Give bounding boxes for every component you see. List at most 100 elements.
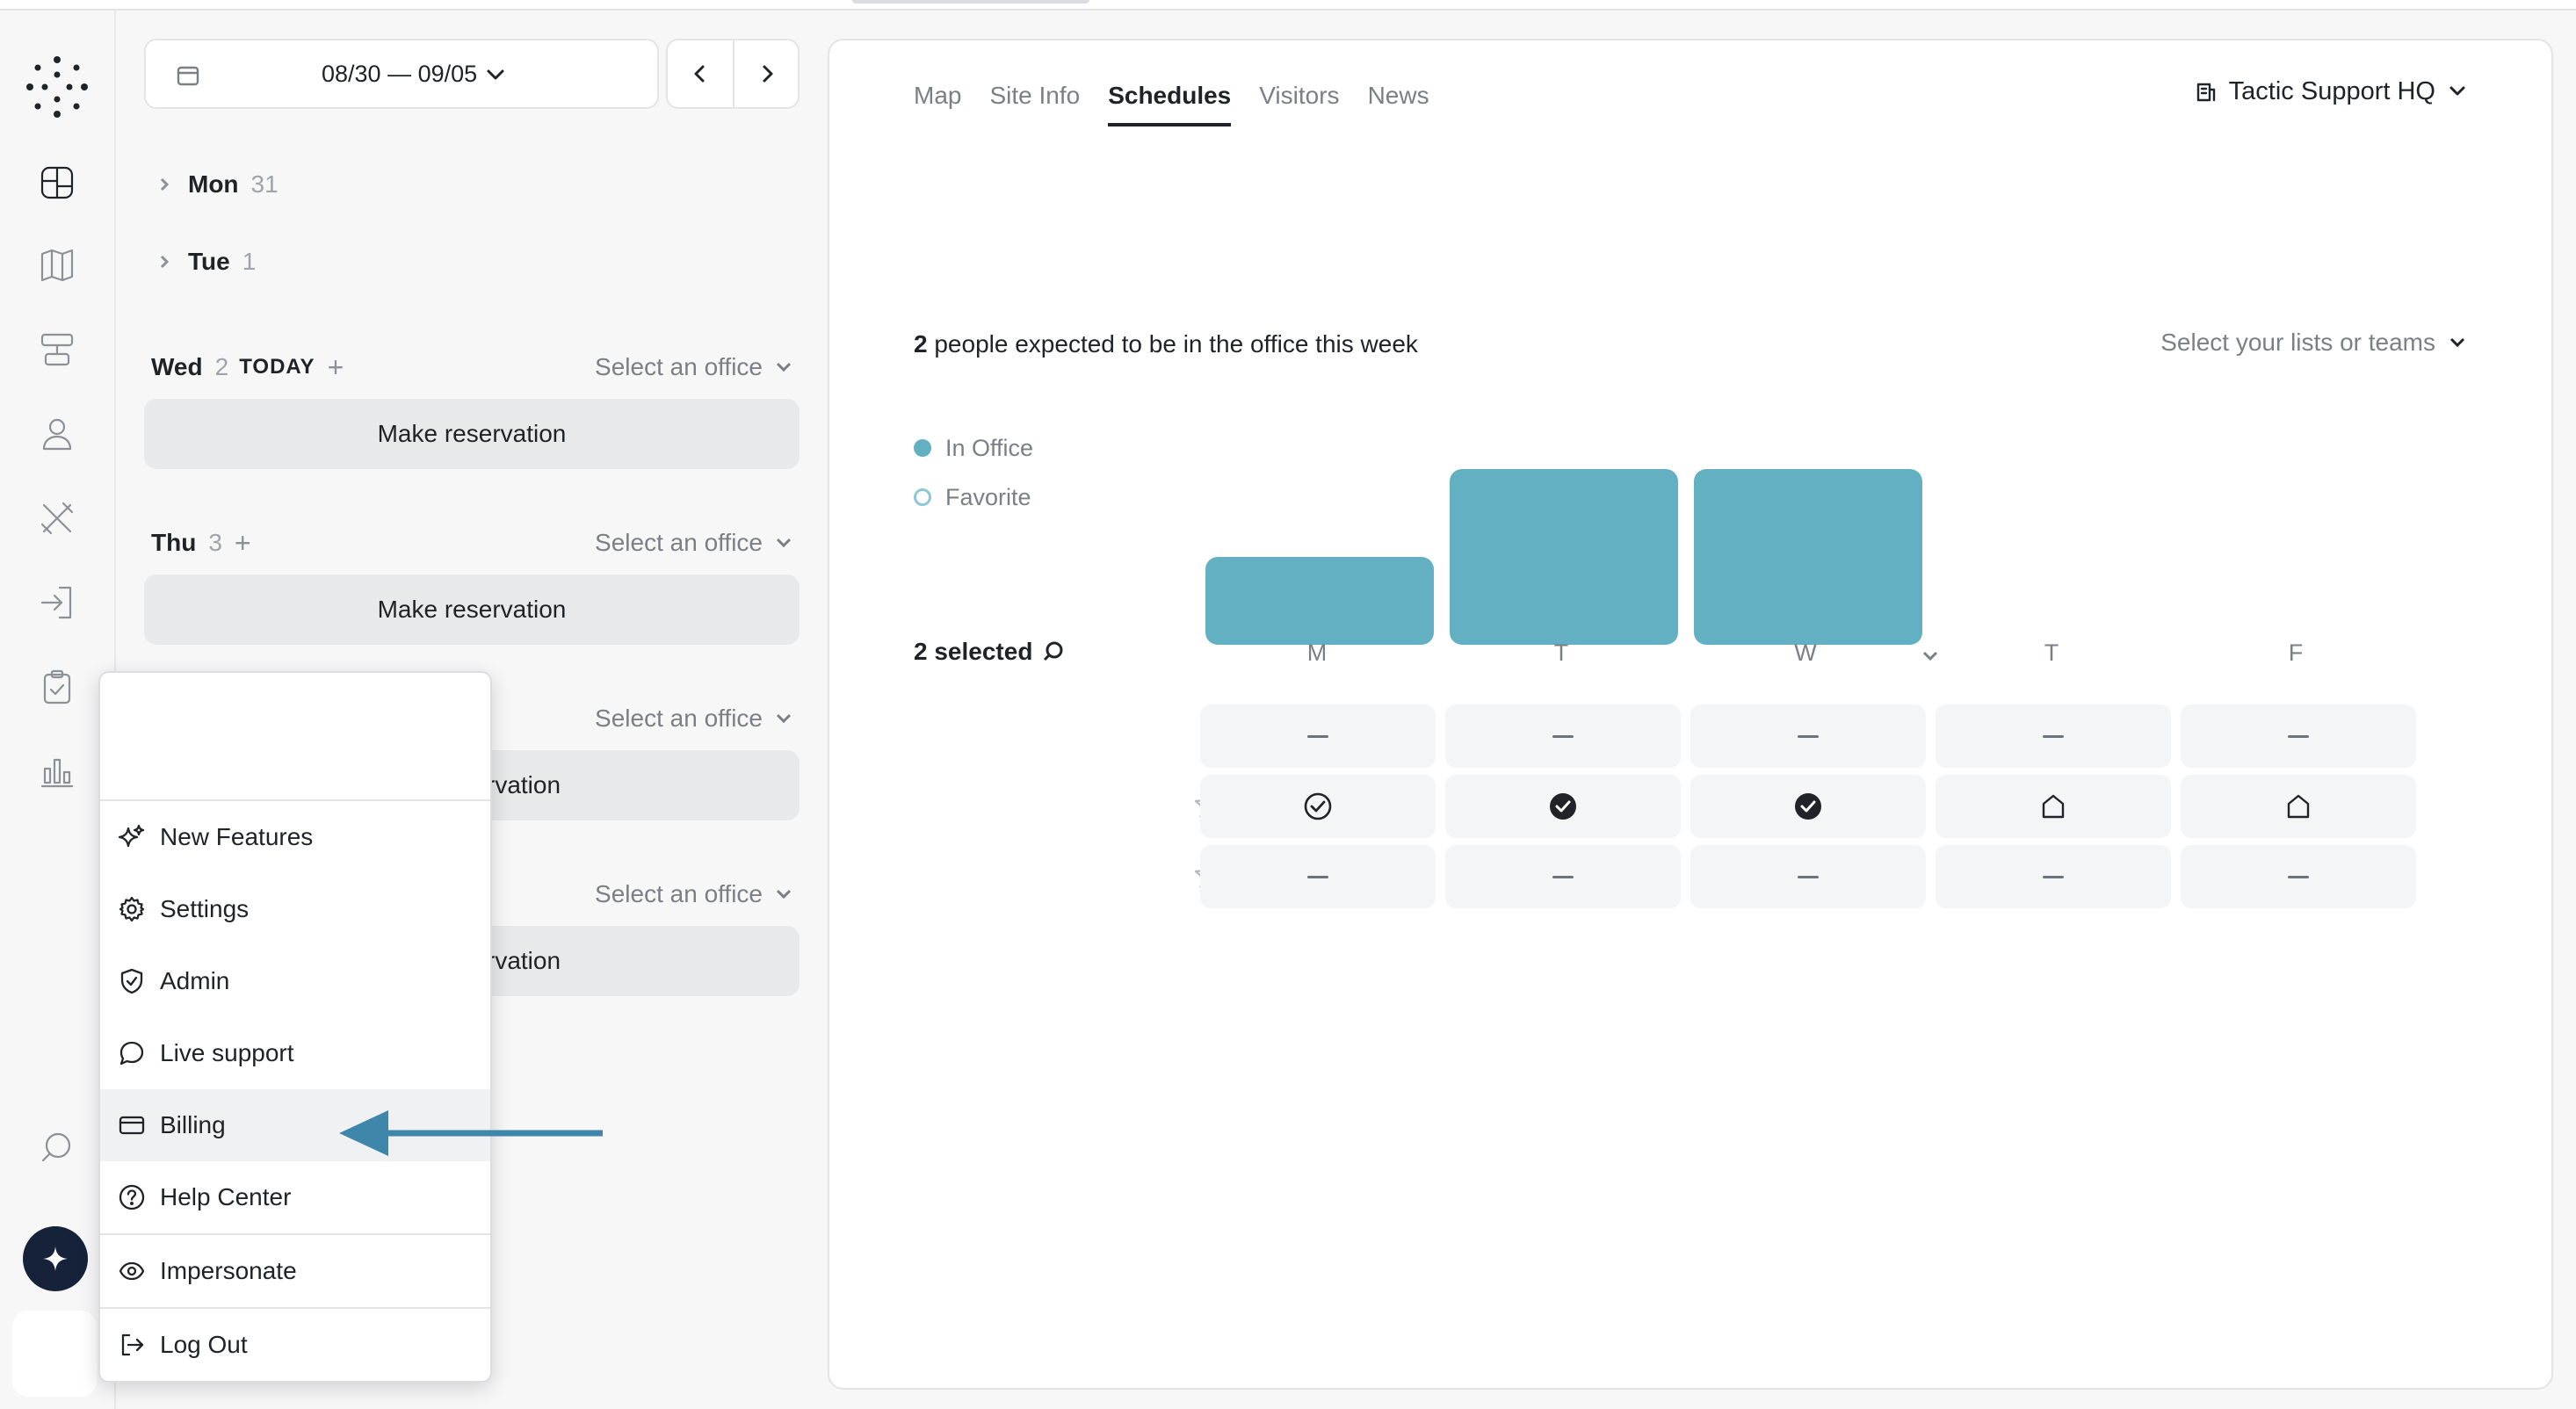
schedule-cell[interactable]: [1200, 845, 1436, 908]
user-avatar[interactable]: [12, 1311, 97, 1397]
rail-analytics[interactable]: [23, 743, 91, 799]
rail-floorplan[interactable]: [23, 155, 91, 211]
schedule-cell[interactable]: [2181, 704, 2416, 768]
chevron-down-icon: [776, 713, 792, 724]
chevron-down-icon: [776, 362, 792, 372]
office-select-label: Select an office: [595, 704, 763, 732]
teams-select[interactable]: Select your lists or teams: [2160, 329, 2467, 357]
day-row-mon[interactable]: Mon 31: [156, 167, 279, 202]
day-row-tue[interactable]: Tue 1: [156, 244, 256, 279]
day-name: Mon: [188, 170, 239, 198]
check-filled-icon: [1795, 793, 1821, 820]
schedule-cell[interactable]: [2181, 845, 2416, 908]
rail-tasks[interactable]: [23, 659, 91, 715]
credit-card-icon: [119, 1116, 145, 1135]
day-number: 2: [214, 353, 229, 380]
menu-item-settings[interactable]: Settings: [100, 873, 490, 945]
previous-week-button[interactable]: [668, 40, 733, 107]
week-navigation: [666, 39, 800, 109]
menu-item-log-out[interactable]: Log Out: [100, 1309, 490, 1381]
person-icon: [42, 418, 72, 451]
selected-people[interactable]: 2 selected: [914, 638, 1066, 666]
add-icon[interactable]: +: [234, 527, 251, 559]
day-row-thu: Thu 3 + Select an office: [151, 524, 792, 562]
map-icon: [40, 249, 74, 282]
office-select[interactable]: Select an office: [595, 524, 792, 562]
schedule-cell[interactable]: [1445, 775, 1681, 838]
schedule-cell[interactable]: [1936, 775, 2171, 838]
schedule-cell[interactable]: [1200, 704, 1436, 768]
eye-icon: [119, 1261, 145, 1281]
legend-in-office[interactable]: In Office: [914, 423, 1033, 473]
site-select[interactable]: Tactic Support HQ: [2196, 70, 2467, 112]
rail-amenities[interactable]: [23, 490, 91, 546]
day-column-f: F: [2288, 639, 2304, 666]
day-row-next: Select an office: [151, 875, 792, 914]
window-tab: [852, 0, 1089, 4]
day-column-m: M: [1306, 639, 1328, 666]
rail-people[interactable]: [23, 406, 91, 462]
help-icon: [119, 1184, 145, 1210]
logo-icon[interactable]: [19, 49, 95, 125]
day-name: Thu: [151, 529, 197, 556]
tab-map[interactable]: Map: [914, 82, 962, 109]
floorplan-icon: [40, 166, 74, 199]
chevron-down-icon[interactable]: [1921, 647, 1940, 670]
schedule-cell[interactable]: [1690, 775, 1926, 838]
chevron-down-icon: [2449, 337, 2465, 348]
tab-bar: Map Site Info Schedules Visitors News: [914, 74, 1429, 126]
next-week-button[interactable]: [734, 40, 800, 107]
add-icon[interactable]: +: [327, 351, 344, 383]
menu-item-impersonate[interactable]: Impersonate: [100, 1235, 490, 1307]
chat-icon: [119, 1041, 144, 1066]
chart-bar-w-2: [1694, 469, 1922, 645]
schedule-cell[interactable]: [1690, 704, 1926, 768]
tab-schedules[interactable]: Schedules: [1108, 74, 1232, 126]
tab-news[interactable]: News: [1367, 82, 1429, 109]
menu-item-label: New Features: [160, 823, 314, 850]
schedule-cell[interactable]: [1200, 775, 1436, 838]
date-range-label: 08/30 — 09/05: [322, 61, 478, 87]
pointer-arrow: [339, 1110, 603, 1156]
office-select-label: Select an office: [595, 529, 763, 556]
day-row-wed: Wed 2 TODAY + Select an office: [151, 348, 792, 387]
rail-check-in[interactable]: [23, 574, 91, 631]
menu-item-admin[interactable]: Admin: [100, 945, 490, 1017]
menu-header: [100, 673, 490, 801]
chevron-down-icon: [486, 40, 505, 107]
rail-desks[interactable]: [23, 322, 91, 378]
check-filled-icon: [1550, 793, 1576, 820]
dash-icon: [1552, 875, 1574, 878]
schedule-cell[interactable]: [2181, 775, 2416, 838]
dash-icon: [2288, 734, 2309, 738]
office-select[interactable]: Select an office: [595, 875, 792, 914]
legend-label: Favorite: [945, 483, 1031, 510]
make-reservation-button[interactable]: Make reservation: [144, 574, 800, 645]
tab-site-info[interactable]: Site Info: [989, 82, 1081, 109]
office-select-label: Select an office: [595, 880, 763, 907]
menu-item-live-support[interactable]: Live support: [100, 1017, 490, 1089]
schedule-cell[interactable]: [1936, 704, 2171, 768]
schedule-cell[interactable]: [1936, 845, 2171, 908]
menu-item-help-center[interactable]: Help Center: [100, 1161, 490, 1233]
tab-visitors[interactable]: Visitors: [1259, 82, 1340, 109]
schedule-cell[interactable]: [1445, 704, 1681, 768]
date-range-picker[interactable]: 08/30 — 09/05: [144, 39, 659, 109]
menu-item-new-features[interactable]: New Features: [100, 801, 490, 873]
rail-map[interactable]: [23, 237, 91, 293]
shield-icon: [120, 968, 143, 994]
schedule-cell[interactable]: [1690, 845, 1926, 908]
left-rail: [0, 11, 116, 1409]
ai-assistant-button[interactable]: [23, 1226, 88, 1291]
rail-search[interactable]: [23, 1119, 91, 1175]
top-bar: [0, 0, 2576, 11]
schedule-cell[interactable]: [1445, 845, 1681, 908]
office-select[interactable]: Select an office: [595, 699, 792, 738]
legend-favorite[interactable]: Favorite: [914, 473, 1033, 522]
logout-icon: [121, 1333, 144, 1356]
chevron-down-icon: [776, 538, 792, 548]
office-select[interactable]: Select an office: [595, 348, 792, 387]
chevron-down-icon: [776, 889, 792, 900]
menu-item-billing[interactable]: Billing: [100, 1089, 490, 1161]
make-reservation-button[interactable]: Make reservation: [144, 399, 800, 469]
